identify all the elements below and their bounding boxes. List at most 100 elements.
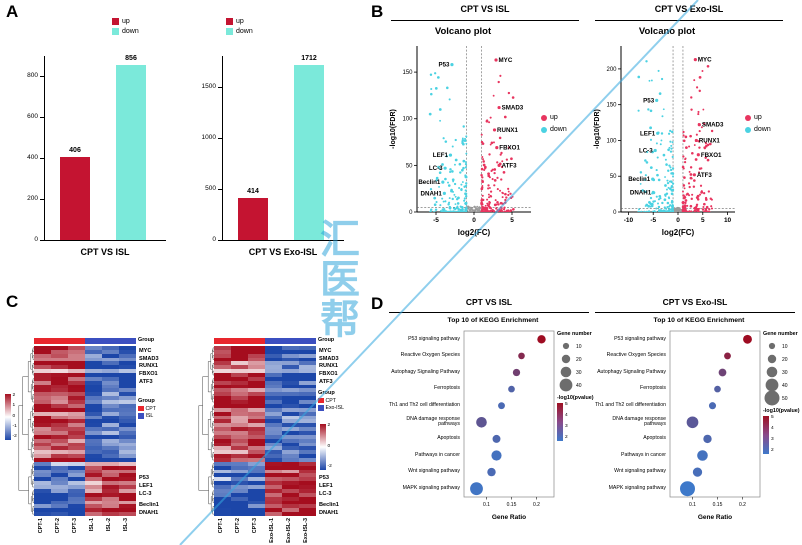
gene-point [494,58,498,62]
scatter-point [700,167,703,170]
dendrogram-branch [32,506,34,511]
legend-label: down [550,126,567,133]
gene-label: P53 [438,62,450,69]
column-label: ISL-3 [122,518,129,532]
scatter-point [498,208,501,211]
heatmap-cell [85,512,102,516]
gene-label: SMAD3 [502,105,524,112]
scatter-point [463,185,466,188]
pathway-label: P53 signaling pathway [408,335,460,342]
scatter-point [448,210,451,212]
heatmap-cell [68,357,85,362]
heatmap-cell [102,512,119,516]
scatter-point [638,208,641,211]
pathway-labels: P53 signaling pathway Reactive Oxygen Spe… [385,330,463,526]
gene-label: RUNX1 [319,363,338,370]
scatter-point [702,192,706,195]
heatmap-cell [34,403,51,408]
scatter-point [689,176,693,180]
heatmap-cell [51,423,68,428]
heatmap-cell [68,442,85,447]
scatter-point [694,158,698,161]
dendrogram-branch [32,490,34,496]
volcano-body: 0 50 100 150 200 -10 -5 0 5 10 log2(FC) -log10(FDR)… [591,42,771,242]
dendrogram-branch [32,378,34,383]
pathway-label: Reactive Oxygen Species [606,352,666,359]
size-legend-dot [765,378,779,392]
size-legend-value: 40 [576,383,582,389]
scatter-point [428,112,432,116]
gene-label: ATF3 [319,378,333,385]
scatter-point [480,174,483,177]
dendrogram-branch [32,355,34,360]
heatmap-cell [34,380,51,385]
scatter-point [657,69,660,72]
scatter-point [434,87,438,90]
heatmap-cell [119,512,136,516]
scatter-point [649,196,653,200]
gene-label: RUNX1 [497,127,519,134]
scatter-point [464,166,467,169]
dendrogram-branch [208,476,212,505]
colorbar-tick: 0 [327,443,331,449]
volcano-plot: 0 50 100 150 200 -10 -5 0 5 10 log2(FC) -log10(FDR)… [594,46,735,237]
pvalue-colorbar: 5 4 3 2 [763,415,801,454]
heatmap-cell [51,388,68,393]
legend-title: Group [318,390,335,396]
gene-label: SMAD3 [139,355,159,362]
heatmap-cell [68,500,85,505]
heatmap-cell [119,373,136,377]
scatter-point [666,179,669,182]
heatmap-cell [68,419,85,424]
scatter-point [463,197,466,200]
scatter-point [655,195,658,198]
scatter-point [487,187,490,190]
volcano-title: Volcano plot [638,26,696,37]
scatter-point [649,138,653,141]
heatmap-cell [68,407,85,412]
gene-point [441,180,445,184]
scatter-point [509,192,512,195]
gene-point [497,163,501,167]
scatter-point [688,145,691,148]
dendrogram-branch [32,471,34,476]
scatter-point [698,193,702,196]
dendrogram-branch [30,442,33,458]
column-label: CPT-3 [251,518,258,534]
dendrogram-branch [32,421,34,426]
volcano-title: Volcano plot [434,26,492,37]
pathway-label: DNA damage response pathways [612,415,666,428]
scatter-point [666,201,670,205]
scatter-point [482,163,486,167]
dendrogram-branch [32,413,34,418]
scatter-point [467,207,470,210]
heatmap-cell [85,504,102,509]
pathway-dot [686,416,699,429]
heatmap-cell [34,369,51,374]
scatter-point [489,143,492,146]
gene-point [652,191,656,195]
scatter-point [655,207,658,210]
scatter-point [480,167,484,171]
heatmap-cell [85,438,102,443]
scatter-point [478,206,481,209]
scatter-point [671,172,675,175]
scatter-point [669,150,673,153]
scatter-point [454,158,458,162]
scatter-point [649,126,653,130]
legend-swatch [318,397,324,404]
scatter-point [658,210,661,212]
scatter-point [468,210,471,212]
scatter-point [691,151,694,155]
scatter-point [492,141,495,144]
heatmap-cell [51,450,68,455]
gene-point [651,177,655,181]
scatter-point [689,204,693,208]
heatmap-cell [34,400,51,404]
colorbar-tick: -2 [327,464,332,470]
dendrogram-branch [212,508,214,515]
dendrogram-branch [212,498,214,503]
panel-a: A CPT VS ISL up down 0 200 400 600 800 406 856 … [0,0,365,290]
size-legend-value: 30 [576,370,582,376]
y-tick-mark [40,158,44,160]
